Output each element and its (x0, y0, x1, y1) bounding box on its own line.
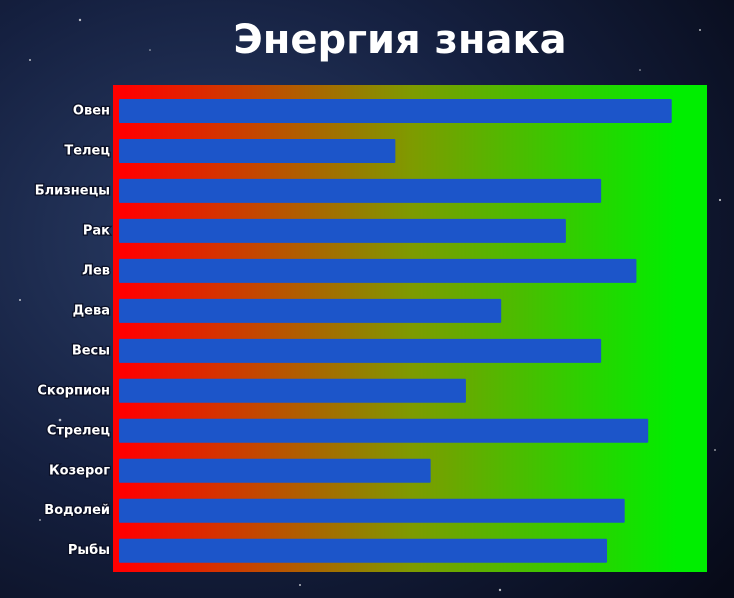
y-tick-label: Рыбы (68, 543, 110, 558)
y-tick-label: Овен (73, 103, 110, 118)
y-tick-label: Водолей (44, 503, 110, 518)
chart-title: Энергия знака (233, 17, 566, 63)
bar (119, 98, 672, 123)
bar (119, 538, 608, 563)
y-tick-label: Лев (82, 263, 110, 278)
bar (119, 258, 637, 283)
bar (119, 138, 396, 163)
bar (119, 378, 466, 403)
bar (119, 418, 649, 443)
bar (119, 298, 502, 323)
y-tick-label: Стрелец (47, 423, 111, 438)
bar (119, 458, 431, 483)
y-tick-label: Козерог (49, 463, 110, 478)
bar (119, 178, 602, 203)
y-tick-label: Скорпион (37, 383, 110, 398)
stars (19, 18, 722, 592)
y-tick-label: Близнецы (35, 183, 110, 198)
y-tick-label: Телец (64, 143, 110, 158)
y-tick-label: Рак (83, 223, 110, 238)
y-tick-label: Весы (72, 343, 110, 358)
bar (119, 218, 566, 243)
bar (119, 338, 602, 363)
plot-area (113, 85, 707, 572)
y-tick-label: Дева (73, 303, 110, 318)
bar (119, 498, 625, 523)
